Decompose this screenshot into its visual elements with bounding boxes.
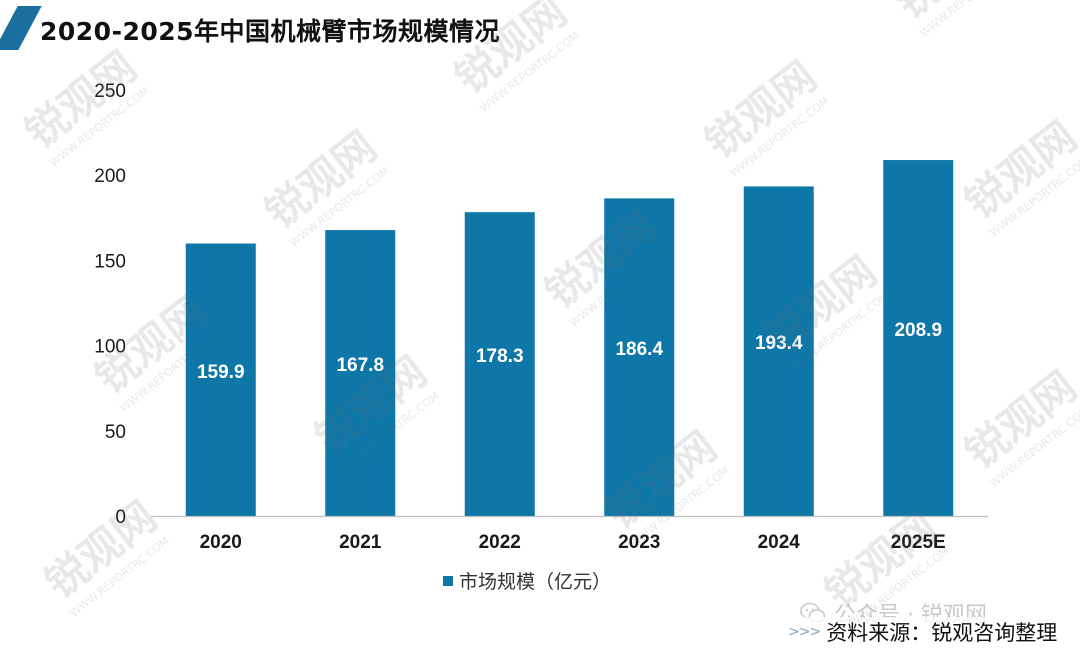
bar-2022 (464, 212, 535, 516)
x-tick-label: 2022 (479, 532, 521, 553)
data-label: 167.8 (336, 355, 384, 376)
chart-title: 2020-2025年中国机械臂市场规模情况 (40, 17, 501, 46)
legend-label: 市场规模（亿元） (459, 571, 612, 593)
x-tick-label: 2025E (891, 532, 946, 553)
source-note: >>> 资料来源：锐观咨询整理 (788, 617, 1058, 647)
bar-2020 (185, 243, 256, 516)
y-tick-label: 250 (94, 81, 126, 102)
x-tick-label: 2023 (618, 532, 660, 553)
legend-swatch (443, 575, 453, 586)
data-label: 208.9 (894, 320, 942, 341)
bar-2023 (604, 198, 675, 517)
y-tick-label: 50 (105, 422, 126, 443)
bar-2024 (743, 186, 814, 516)
y-tick-label: 200 (94, 166, 126, 187)
legend: 市场规模（亿元） (443, 567, 611, 594)
bar-2021 (325, 230, 396, 517)
y-tick-label: 0 (115, 507, 126, 528)
source-text: 资料来源：锐观咨询整理 (826, 621, 1058, 645)
x-tick-label: 2024 (758, 532, 801, 553)
y-tick-label: 150 (94, 251, 126, 272)
data-label: 159.9 (197, 362, 245, 383)
title-bar: 2020-2025年中国机械臂市场规模情况 (0, 0, 1080, 60)
x-tick-label: 2021 (339, 532, 382, 553)
bar-2025e (883, 160, 954, 516)
data-label: 186.4 (615, 339, 663, 360)
data-label: 178.3 (476, 346, 524, 367)
source-arrows: >>> (788, 624, 821, 640)
x-tick-label: 2020 (200, 532, 242, 553)
bar-chart: 0 50 100 150 200 250 159.9 2020 167.8 2021 178.3 20… (94, 81, 988, 553)
y-tick-label: 100 (94, 337, 126, 358)
data-label: 193.4 (755, 333, 803, 354)
